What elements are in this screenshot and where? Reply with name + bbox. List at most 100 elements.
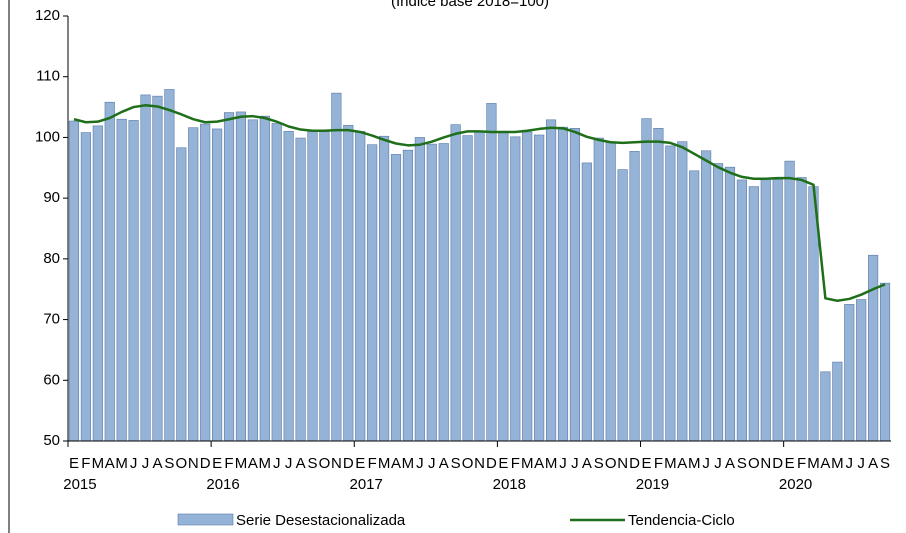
x-tick-label: M [92,455,105,472]
bar [593,137,604,442]
x-tick-label: O [605,455,617,472]
x-tick-label: A [725,455,735,472]
x-tick-label: J [416,455,424,472]
x-tick-label: S [880,455,890,472]
bar [128,120,139,442]
bar [569,128,580,442]
legend-label: Serie Desestacionalizada [236,512,406,529]
x-tick-label: M [521,455,534,472]
x-tick-label: N [760,455,771,472]
bar [140,94,151,442]
bar [868,254,879,442]
x-tick-label: A [677,455,687,472]
x-tick-label: M [402,455,415,472]
bar [665,145,676,442]
bar [689,170,700,442]
x-tick-label: F [654,455,663,472]
x-tick-label: M [115,455,128,472]
legend-label: Tendencia-Ciclo [628,512,735,529]
x-tick-label: M [688,455,701,472]
bar [856,299,867,442]
bar [498,131,509,442]
chart-title: (Índice base 2018=100) [391,0,549,10]
bar [796,177,807,442]
bar [641,118,652,442]
x-tick-label: A [534,455,544,472]
x-tick-label: A [820,455,830,472]
x-tick-label: E [785,455,795,472]
x-tick-label: J [142,455,150,472]
bar [522,131,533,442]
bar [617,169,628,442]
bar [534,134,545,442]
bar [784,160,795,442]
bar [545,119,557,442]
y-tick-label: 70 [43,311,60,328]
x-tick-label: M [378,455,391,472]
bar [832,361,843,442]
bar [653,128,664,442]
year-label: 2018 [493,476,526,493]
x-tick-label: S [308,455,318,472]
bar [379,135,390,442]
x-tick-label: A [868,455,878,472]
bar [748,186,759,442]
bar [164,89,175,442]
x-tick-label: J [273,455,281,472]
bar [235,111,247,442]
bar [355,131,366,442]
bar [295,137,306,442]
x-tick-label: F [511,455,520,472]
x-tick-label: M [664,455,677,472]
x-tick-label: D [200,455,211,472]
bar [319,131,330,442]
x-tick-label: A [439,455,449,472]
x-tick-label: F [368,455,377,472]
x-tick-label: A [582,455,592,472]
x-tick-label: E [212,455,222,472]
year-label: 2020 [779,476,812,493]
y-tick-label: 110 [36,68,60,85]
x-tick-label: O [462,455,474,472]
bar [557,126,569,442]
year-label: 2015 [63,476,96,493]
x-tick-label: F [797,455,806,472]
x-tick-label: A [391,455,401,472]
x-tick-label: A [105,455,115,472]
bar [510,136,521,442]
bar [820,371,831,442]
legend-swatch [177,513,234,526]
x-tick-label: D [486,455,497,472]
bar [426,143,437,442]
bar [283,131,294,442]
x-tick-label: E [69,455,79,472]
bar [736,179,747,442]
bar [331,92,342,442]
bar [307,131,318,442]
bar [247,119,258,442]
bar [581,162,592,442]
x-tick-label: E [641,455,651,472]
x-tick-label: J [714,455,722,472]
bar [462,135,473,442]
y-tick-label: 80 [43,250,60,267]
y-tick-label: 60 [43,371,60,388]
x-tick-label: J [130,455,138,472]
x-tick-label: F [224,455,233,472]
x-tick-label: J [285,455,293,472]
x-tick-label: J [702,455,710,472]
x-tick-label: M [831,455,844,472]
trend-line [73,104,886,302]
bar [879,282,891,442]
x-tick-label: S [737,455,747,472]
x-tick-label: M [807,455,820,472]
bar [701,150,712,442]
bar [724,166,736,442]
bar [402,149,414,442]
x-tick-label: J [857,455,865,472]
bar [212,128,223,442]
x-tick-label: O [175,455,187,472]
x-tick-label: M [545,455,558,472]
bar [486,103,497,442]
bar [200,123,211,442]
